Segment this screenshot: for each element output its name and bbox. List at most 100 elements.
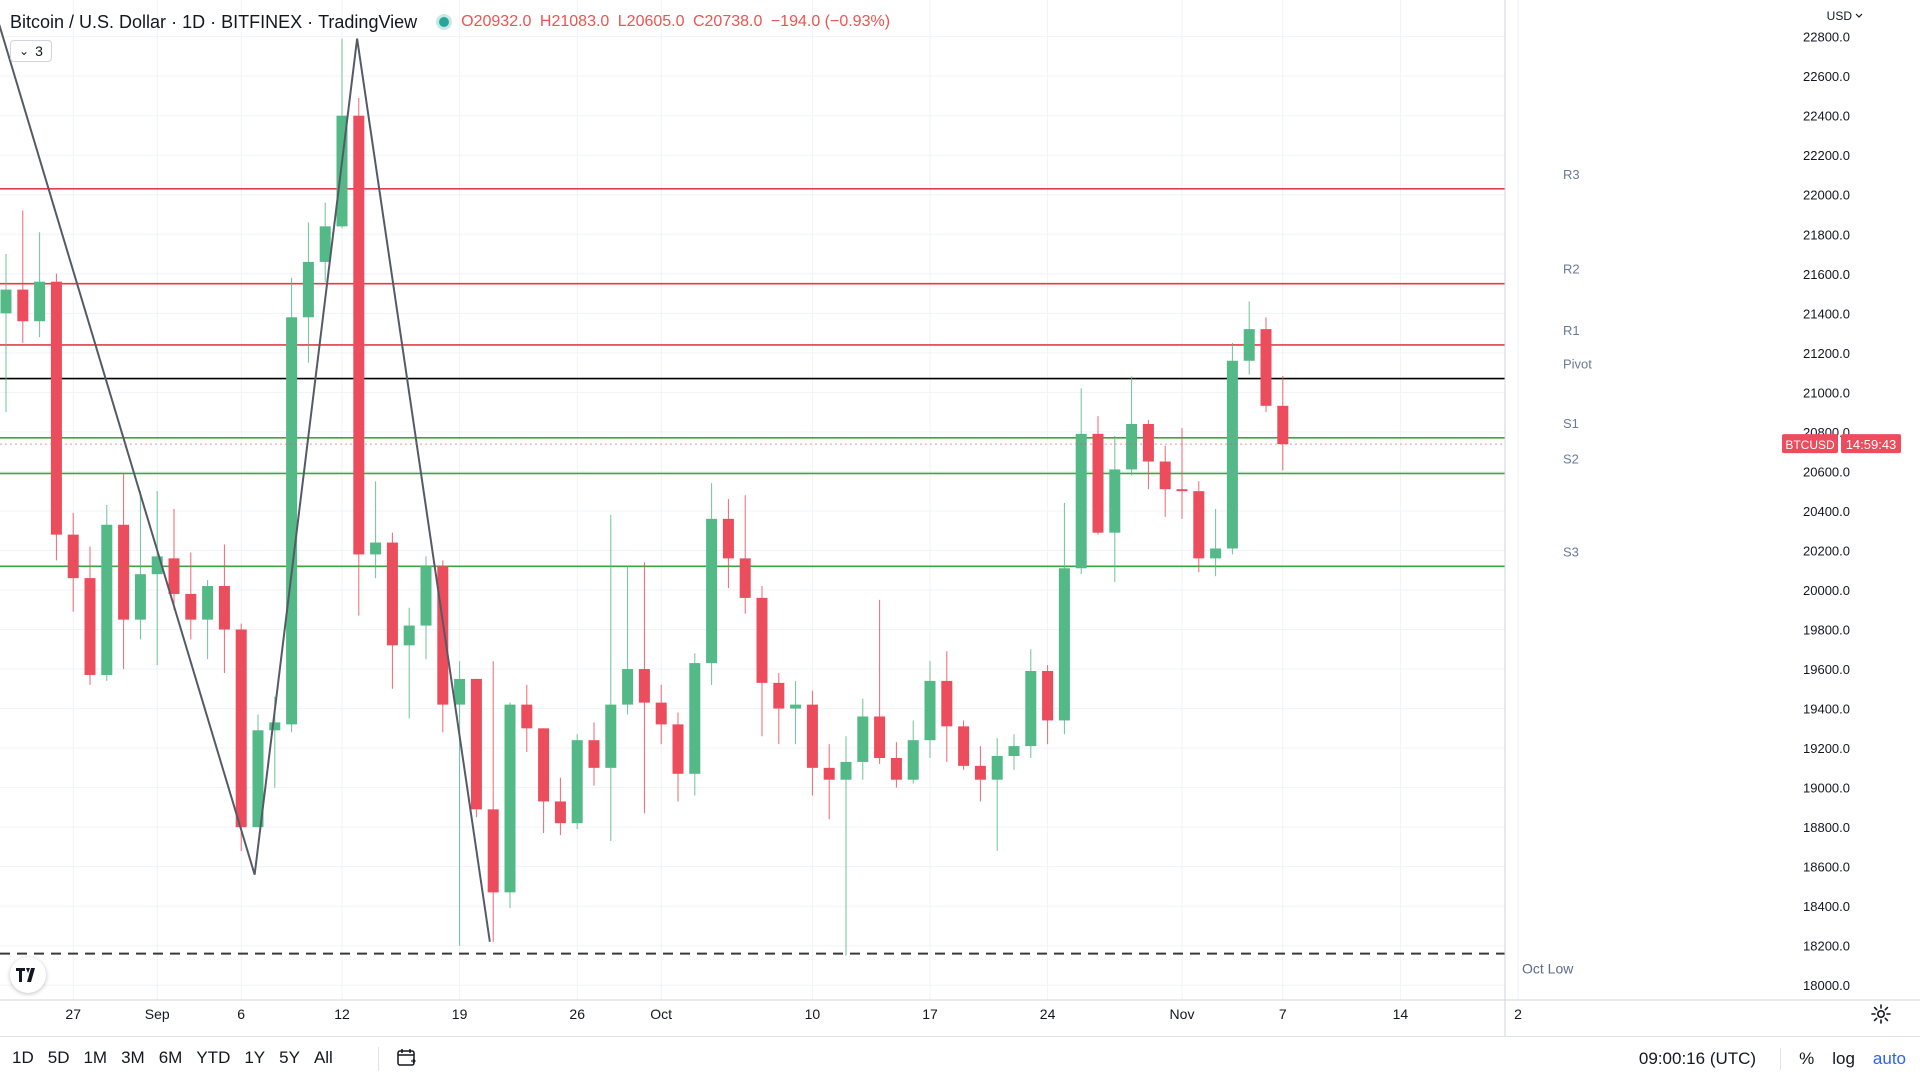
candle[interactable] [302, 222, 314, 363]
candle[interactable] [840, 736, 852, 956]
candle[interactable] [118, 473, 130, 670]
range-1m[interactable]: 1M [83, 1048, 108, 1067]
candle[interactable] [823, 744, 835, 820]
candle[interactable] [907, 720, 919, 784]
range-all[interactable]: All [313, 1048, 333, 1067]
candle[interactable] [958, 720, 970, 770]
candle[interactable] [50, 273, 62, 561]
candle[interactable] [1176, 427, 1188, 519]
candle[interactable] [437, 560, 449, 733]
range-5d[interactable]: 5D [47, 1048, 70, 1067]
candle[interactable] [420, 556, 432, 660]
candle[interactable] [1025, 649, 1037, 758]
candle[interactable] [1277, 375, 1289, 471]
candle[interactable] [722, 499, 734, 589]
candle[interactable] [252, 714, 264, 828]
candle[interactable] [1109, 435, 1121, 583]
indicators-toggle[interactable]: ⌄ 3 [10, 40, 52, 62]
price-tick-label: 19600.0 [1803, 662, 1850, 677]
interval-label[interactable]: 1D [182, 11, 206, 32]
candle[interactable] [538, 728, 550, 834]
candle[interactable] [521, 684, 533, 753]
utc-clock[interactable]: 09:00:16 (UTC) [1638, 1049, 1757, 1068]
candle[interactable] [67, 512, 79, 612]
auto-scale-toggle[interactable]: auto [1872, 1049, 1906, 1068]
candle[interactable] [1193, 481, 1205, 573]
candle[interactable] [706, 483, 718, 685]
candle[interactable] [1260, 317, 1272, 413]
candle[interactable] [1075, 388, 1087, 575]
candle[interactable] [924, 661, 936, 758]
zigzag-trendline[interactable] [0, 24, 491, 942]
candle[interactable] [168, 508, 180, 610]
range-ytd[interactable]: YTD [196, 1048, 231, 1067]
calendar-icon[interactable] [396, 1048, 418, 1068]
candle[interactable] [756, 586, 768, 737]
candle[interactable] [17, 210, 29, 343]
candle[interactable] [655, 684, 667, 745]
candle[interactable] [1126, 376, 1138, 476]
candle[interactable] [403, 607, 415, 719]
candle[interactable] [571, 734, 583, 830]
candle[interactable] [941, 651, 953, 762]
candle[interactable] [1008, 734, 1020, 770]
candle[interactable] [874, 599, 886, 764]
candle[interactable] [739, 495, 751, 614]
candle[interactable] [554, 777, 566, 836]
candle[interactable] [487, 661, 499, 942]
candle[interactable] [974, 746, 986, 802]
percent-scale-toggle[interactable]: % [1799, 1049, 1815, 1068]
candle[interactable] [806, 690, 818, 796]
gear-icon[interactable] [1869, 1002, 1893, 1026]
price-chart[interactable]: Oct Low R3 R2 R1 Pivot S1 S2 S3 18000.0 18200.0… [0, 0, 1920, 1036]
candle[interactable] [605, 514, 617, 841]
candle[interactable] [689, 653, 701, 796]
candle[interactable] [353, 97, 365, 616]
candle[interactable] [504, 702, 516, 909]
range-5y[interactable]: 5Y [279, 1048, 300, 1067]
candle-body [1226, 360, 1238, 549]
candle[interactable] [286, 277, 298, 733]
price-tick-label: 21000.0 [1803, 385, 1850, 400]
candle[interactable] [991, 738, 1003, 851]
candle[interactable] [202, 580, 214, 660]
candle[interactable] [386, 532, 398, 689]
candle[interactable] [672, 712, 684, 802]
candle[interactable] [857, 698, 869, 780]
candle[interactable] [185, 552, 197, 640]
candle[interactable] [454, 661, 466, 946]
candle[interactable] [1142, 420, 1154, 490]
candle[interactable] [1226, 342, 1238, 555]
candle[interactable] [235, 623, 247, 851]
log-scale-toggle[interactable]: log [1832, 1049, 1855, 1068]
candle[interactable] [1243, 301, 1255, 375]
candle[interactable] [151, 491, 163, 666]
candle[interactable] [638, 562, 650, 814]
range-1d[interactable]: 1D [12, 1048, 34, 1067]
candle[interactable] [773, 672, 785, 745]
candle[interactable] [1159, 445, 1171, 517]
candle[interactable] [790, 680, 802, 745]
candle[interactable] [1042, 665, 1054, 745]
candle[interactable] [890, 742, 902, 788]
candle[interactable] [84, 546, 96, 685]
candle[interactable] [622, 566, 634, 715]
candle[interactable] [34, 232, 46, 338]
candle[interactable] [134, 491, 146, 640]
range-1y[interactable]: 1Y [244, 1048, 266, 1067]
symbol-name[interactable]: Bitcoin / U.S. Dollar [10, 11, 167, 32]
range-6m[interactable]: 6M [158, 1048, 183, 1067]
candle[interactable] [588, 722, 600, 786]
candle[interactable] [1058, 503, 1070, 735]
range-3m[interactable]: 3M [121, 1048, 145, 1067]
candle[interactable] [319, 202, 331, 282]
candle[interactable] [1092, 416, 1104, 535]
candle[interactable] [336, 38, 348, 229]
candle[interactable] [0, 254, 12, 413]
tradingview-logo-icon[interactable] [10, 957, 46, 993]
candle[interactable] [101, 505, 113, 681]
candle[interactable] [470, 678, 482, 818]
candle[interactable] [370, 481, 382, 579]
candle[interactable] [1210, 508, 1222, 577]
candle[interactable] [218, 544, 230, 673]
